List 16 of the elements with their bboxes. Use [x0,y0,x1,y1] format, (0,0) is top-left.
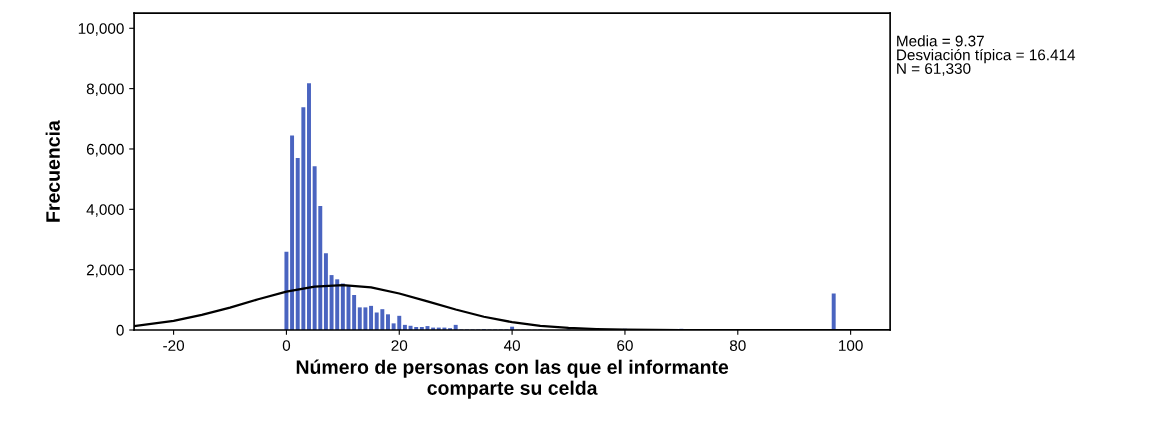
text: Media = 9.37 Desviación típica = 16.414 N = 61,330 [897,35,1076,76]
x-tick-label: 80 [729,340,746,351]
x-tick-label: 60 [617,340,633,351]
x-tick-label: 20 [391,340,408,351]
y-tick-label: 4,000 [86,204,124,217]
x-tick-label: 0 [282,340,291,351]
y-tick-label: 6,000 [86,143,124,157]
x-tick-label: 40 [503,340,521,351]
x-tick-label: 100 [839,340,863,351]
x-tick-label: -20 [163,340,185,351]
x-axis-title: Número de personas con las que el informante comparte su celda [296,359,729,399]
y-tick-label: 0 [116,324,124,336]
y-tick-label: 10,000 [78,23,124,36]
y-tick-label: 8,000 [86,83,124,97]
y-tick-label: 2,000 [86,264,124,278]
y-axis-title: Frecuencia [45,120,60,222]
